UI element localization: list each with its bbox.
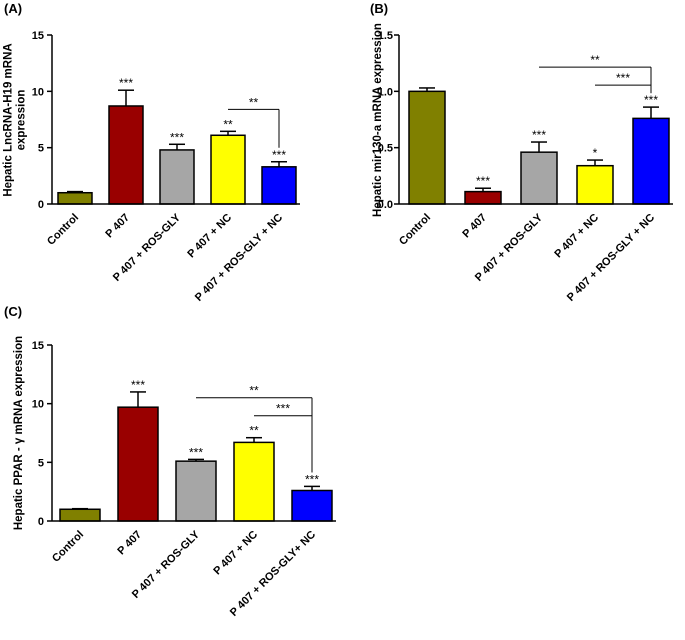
y-tick-label: 10 xyxy=(32,86,44,98)
bar xyxy=(261,166,297,205)
y-tick-label: 5 xyxy=(38,457,44,469)
x-tick-label: P 407 + NC xyxy=(211,529,260,578)
x-tick-label: P 407 + NC xyxy=(185,212,234,261)
panel-label: (B) xyxy=(370,1,388,16)
y-tick-label: 0.0 xyxy=(378,199,393,211)
x-tick-label: Control xyxy=(50,529,86,565)
bar xyxy=(291,489,333,522)
bar xyxy=(464,190,502,205)
bracket-label: ** xyxy=(249,95,259,109)
x-tick-label: Control xyxy=(397,212,433,248)
y-axis-title: Hepatic PPAR - γ mRNA expression xyxy=(13,336,25,530)
significance-label: *** xyxy=(476,174,490,188)
y-tick-label: 15 xyxy=(32,30,44,42)
x-tick-label: P 407 xyxy=(115,529,144,558)
bar xyxy=(108,105,144,205)
y-tick-label: 1.5 xyxy=(378,30,393,42)
bracket-label: *** xyxy=(276,402,290,416)
y-tick-label: 0.5 xyxy=(378,143,393,155)
x-tick-label: P 407 + NC xyxy=(552,212,601,261)
significance-label: ** xyxy=(249,424,259,438)
y-axis-title: Hepatic mir130-a mRNA expression xyxy=(372,23,384,217)
significance-label: *** xyxy=(532,128,546,142)
y-axis-title: expression xyxy=(16,90,28,151)
bar xyxy=(59,508,101,522)
bar xyxy=(57,191,93,205)
significance-label: *** xyxy=(305,472,319,486)
bar xyxy=(117,406,159,522)
significance-label: *** xyxy=(170,130,184,144)
significance-label: *** xyxy=(189,445,203,459)
bracket-label: *** xyxy=(616,71,630,85)
bar xyxy=(175,460,217,522)
panel-label: (C) xyxy=(4,304,22,319)
bar xyxy=(233,441,275,522)
y-tick-label: 10 xyxy=(32,399,44,411)
panel-label: (A) xyxy=(4,1,22,16)
x-tick-label: Control xyxy=(45,212,81,248)
significance-label: ** xyxy=(223,117,233,131)
x-tick-label: P 407 + ROS-GLY + NC xyxy=(193,212,285,304)
y-tick-label: 15 xyxy=(32,340,44,352)
bracket-label: ** xyxy=(590,53,600,67)
significance-label: *** xyxy=(131,378,145,392)
y-tick-label: 5 xyxy=(38,143,44,155)
bracket-label: ** xyxy=(249,384,259,398)
significance-label: *** xyxy=(644,93,658,107)
bar xyxy=(408,90,446,205)
y-axis-title: Hepatic LncRNA-H19 mRNA xyxy=(3,43,15,196)
bar xyxy=(576,164,614,205)
bar xyxy=(632,117,670,205)
x-tick-label: P 407 xyxy=(103,212,132,241)
y-tick-label: 0 xyxy=(38,516,44,528)
bar xyxy=(159,149,195,205)
significance-label: *** xyxy=(272,148,286,162)
bar xyxy=(520,151,558,205)
chart-panel-1: (A) 0 5 10 15 Hepatic LncRNA-H19 mRNA expressi… xyxy=(3,1,300,304)
chart-panel-3: (C) 0 5 10 15 Hepatic PPAR - γ mRNA expressio… xyxy=(4,304,336,619)
x-tick-label: P 407 xyxy=(460,212,489,241)
significance-label: * xyxy=(593,146,598,160)
significance-label: *** xyxy=(119,76,133,90)
y-tick-label: 1.0 xyxy=(378,86,393,98)
bar xyxy=(210,134,246,205)
y-tick-label: 0 xyxy=(38,199,44,211)
